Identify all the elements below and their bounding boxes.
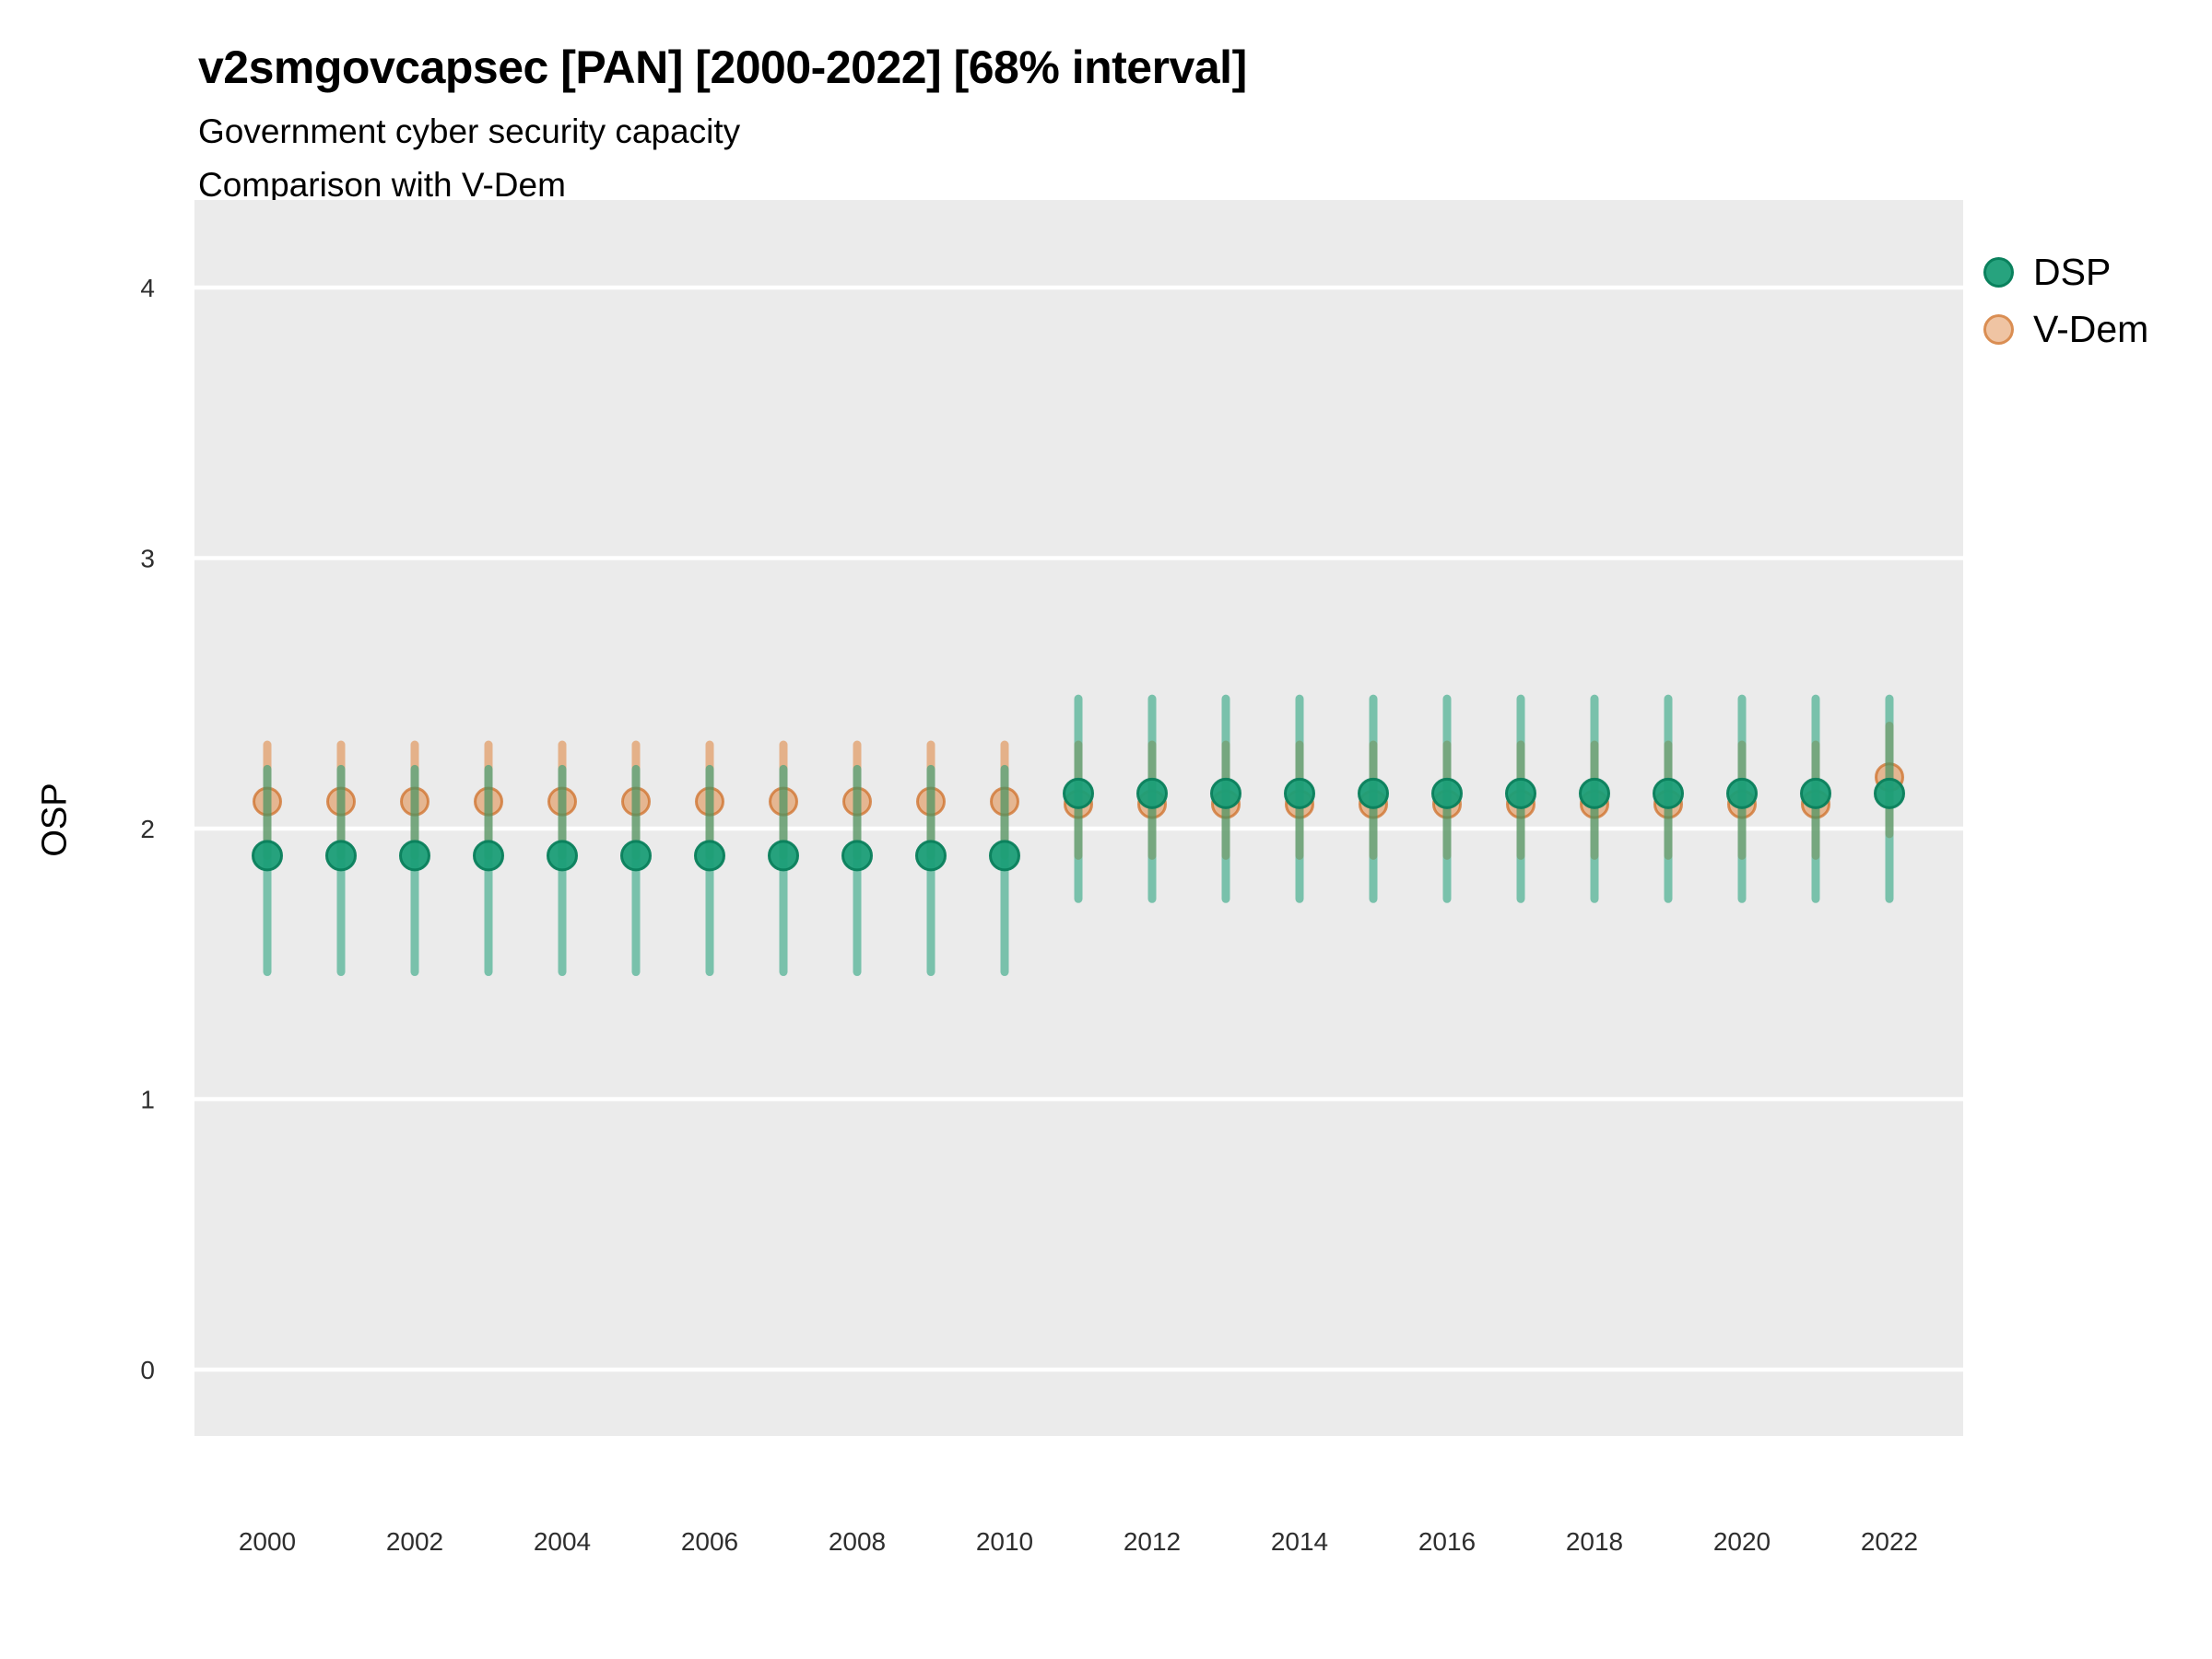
- y-tick-label-0: 0: [140, 1356, 155, 1384]
- x-tick-label-2022: 2022: [1861, 1527, 1918, 1556]
- legend: DSP V-Dem: [1983, 251, 2148, 365]
- y-tick-label-3: 3: [140, 545, 155, 573]
- dsp-data-point: [547, 840, 578, 872]
- dsp-data-point: [1431, 777, 1463, 809]
- x-tick-label-2016: 2016: [1418, 1527, 1476, 1556]
- y-tick-label-2: 2: [140, 815, 155, 843]
- dsp-data-point: [1579, 777, 1610, 809]
- dsp-data-point: [1726, 777, 1758, 809]
- dsp-data-point: [1284, 777, 1315, 809]
- dsp-data-point: [399, 840, 430, 872]
- x-tick-label-2000: 2000: [239, 1527, 296, 1556]
- dsp-legend-dot-icon: [1983, 256, 2014, 288]
- x-tick-label-2008: 2008: [829, 1527, 886, 1556]
- legend-item-dsp: DSP: [1983, 251, 2148, 293]
- x-tick-label-2004: 2004: [534, 1527, 591, 1556]
- x-tick-label-2012: 2012: [1124, 1527, 1181, 1556]
- dsp-data-point: [1800, 777, 1831, 809]
- chart-title: v2smgovcapsec [PAN] [2000-2022] [68% int…: [198, 41, 1247, 93]
- legend-label-dsp: DSP: [2033, 250, 2112, 293]
- dsp-data-point: [1653, 777, 1684, 809]
- dsp-data-point: [768, 840, 799, 872]
- dsp-data-point: [841, 840, 873, 872]
- dsp-data-point: [1210, 777, 1241, 809]
- dsp-data-point: [1063, 777, 1094, 809]
- dsp-data-point: [694, 840, 725, 872]
- dsp-data-point: [1136, 777, 1168, 809]
- y-tick-label-4: 4: [140, 274, 155, 302]
- legend-item-vdem: V-Dem: [1983, 308, 2148, 350]
- chart-subtitle-line1: Government cyber security capacity: [198, 112, 741, 150]
- dsp-data-point: [915, 840, 947, 872]
- x-tick-label-2002: 2002: [386, 1527, 443, 1556]
- dsp-data-point: [252, 840, 283, 872]
- y-tick-label-1: 1: [140, 1086, 155, 1114]
- chart-subtitle-line2: Comparison with V-Dem: [198, 166, 566, 204]
- dsp-data-point: [325, 840, 357, 872]
- x-tick-label-2010: 2010: [976, 1527, 1033, 1556]
- dsp-data-point: [1505, 777, 1536, 809]
- dsp-data-point: [1874, 777, 1905, 809]
- legend-label-vdem: V-Dem: [2033, 307, 2149, 350]
- vdem-legend-dot-icon: [1983, 313, 2014, 345]
- x-tick-label-2006: 2006: [681, 1527, 738, 1556]
- x-tick-label-2020: 2020: [1713, 1527, 1771, 1556]
- dsp-data-point: [620, 840, 652, 872]
- x-tick-label-2014: 2014: [1271, 1527, 1328, 1556]
- dsp-data-point: [989, 840, 1020, 872]
- x-tick-label-2018: 2018: [1566, 1527, 1623, 1556]
- dsp-data-point: [1358, 777, 1389, 809]
- dsp-data-point: [473, 840, 504, 872]
